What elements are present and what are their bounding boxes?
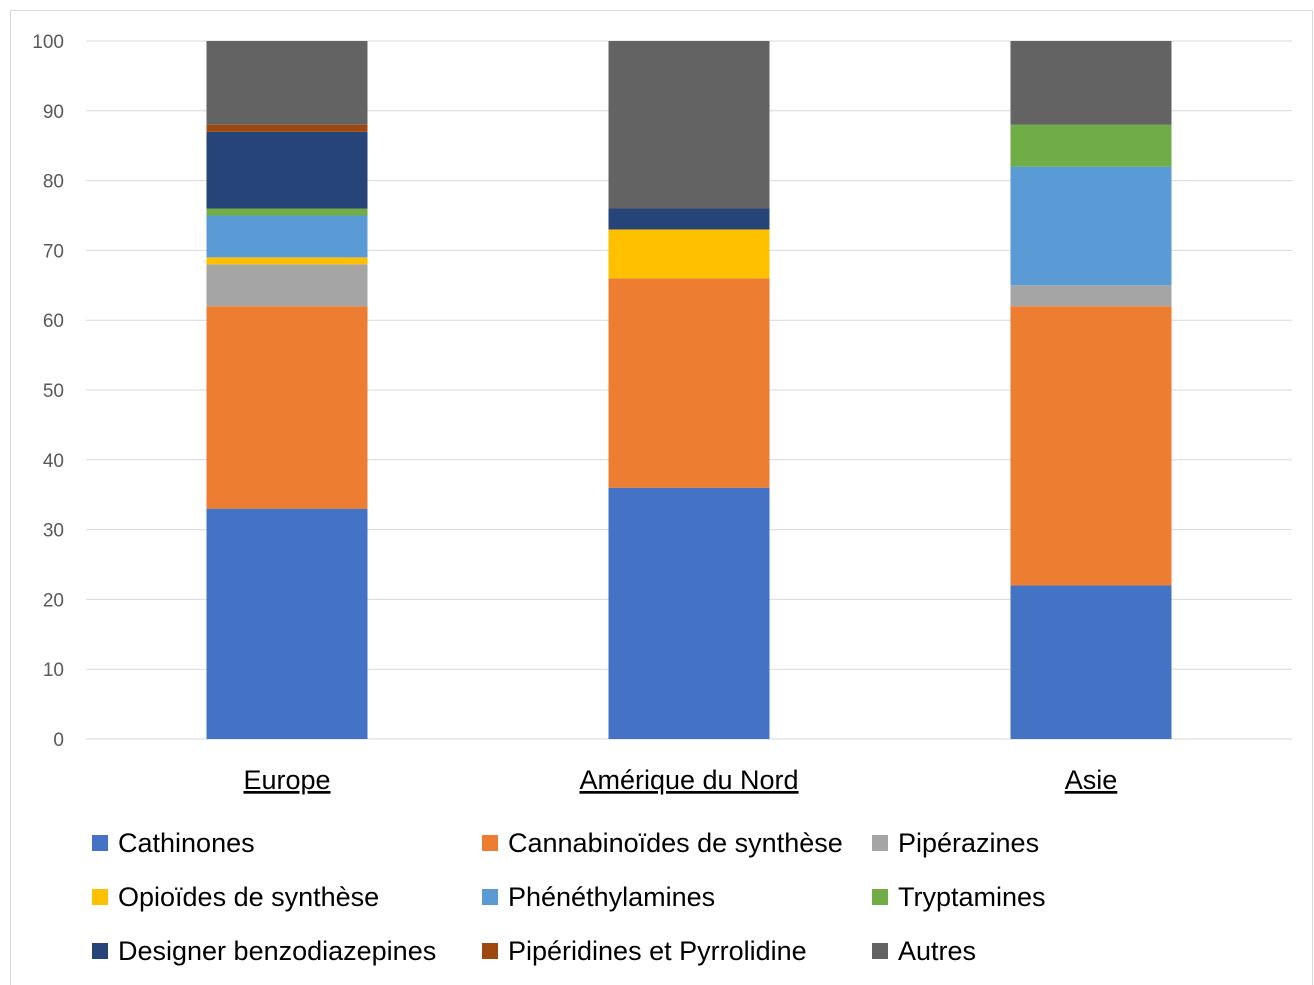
legend-swatch (482, 835, 498, 851)
legend-label: Tryptamines (898, 882, 1046, 912)
bar-segment-0-4 (206, 215, 368, 258)
legend-swatch (92, 835, 108, 851)
y-tick-label: 80 (43, 172, 64, 193)
legend-label: Phénéthylamines (508, 882, 715, 912)
bar-segment-0-5 (206, 208, 368, 216)
y-tick-label: 90 (43, 102, 64, 123)
legend-label: Designer benzodiazepines (118, 936, 436, 966)
legend-label: Autres (898, 936, 976, 966)
x-category-label: Asie (1065, 765, 1118, 795)
y-tick-label: 30 (43, 521, 64, 542)
y-tick-label: 0 (53, 730, 64, 751)
y-tick-label: 50 (43, 381, 64, 402)
bar-segment-2-4 (1010, 166, 1172, 286)
chart-frame (10, 10, 1313, 985)
legend-label: Cathinones (118, 828, 255, 858)
y-tick-label: 100 (32, 32, 64, 53)
legend-label: Pipéridines et Pyrrolidine (508, 936, 807, 966)
bar-segment-0-6 (206, 131, 368, 209)
y-tick-label: 20 (43, 590, 64, 611)
legend-swatch (482, 943, 498, 959)
legend-swatch (872, 835, 888, 851)
legend-swatch (92, 943, 108, 959)
bar-segment-0-0 (206, 508, 368, 739)
legend-label: Cannabinoïdes de synthèse (508, 828, 843, 858)
bar-segment-0-7 (206, 124, 368, 132)
y-tick-label: 10 (43, 660, 64, 681)
legend-label: Opioïdes de synthèse (118, 882, 379, 912)
legend-swatch (872, 943, 888, 959)
bar-segment-1-3 (608, 229, 770, 279)
legend: Cathinones Cannabinoïdes de synthèse Pipér… (92, 828, 1046, 966)
bar-segment-0-8 (206, 41, 368, 125)
y-tick-label: 70 (43, 241, 64, 262)
bar-segment-2-8 (1010, 41, 1172, 125)
x-category-label: Amérique du Nord (579, 765, 798, 795)
bar-segment-2-2 (1010, 285, 1172, 307)
bar-segment-2-0 (1010, 585, 1172, 739)
bar-segment-2-5 (1010, 124, 1172, 167)
bar-segment-1-1 (608, 278, 770, 488)
legend-swatch (482, 889, 498, 905)
x-axis: Europe Amérique du Nord Asie (243, 765, 1117, 795)
bar-segment-1-6 (608, 208, 770, 230)
bar-segment-0-2 (206, 264, 368, 307)
y-axis: 0 10 20 30 40 50 60 70 80 90 100 (32, 32, 64, 751)
legend-swatch (92, 889, 108, 905)
x-category-label: Europe (243, 765, 330, 795)
bar-segment-0-1 (206, 306, 368, 509)
bars (206, 41, 1172, 739)
bar-segment-2-1 (1010, 306, 1172, 586)
y-tick-label: 60 (43, 311, 64, 332)
bar-segment-0-3 (206, 257, 368, 265)
legend-swatch (872, 889, 888, 905)
bar-segment-1-0 (608, 487, 770, 739)
bar-segment-1-8 (608, 41, 770, 209)
y-tick-label: 40 (43, 451, 64, 472)
legend-label: Pipérazines (898, 828, 1039, 858)
